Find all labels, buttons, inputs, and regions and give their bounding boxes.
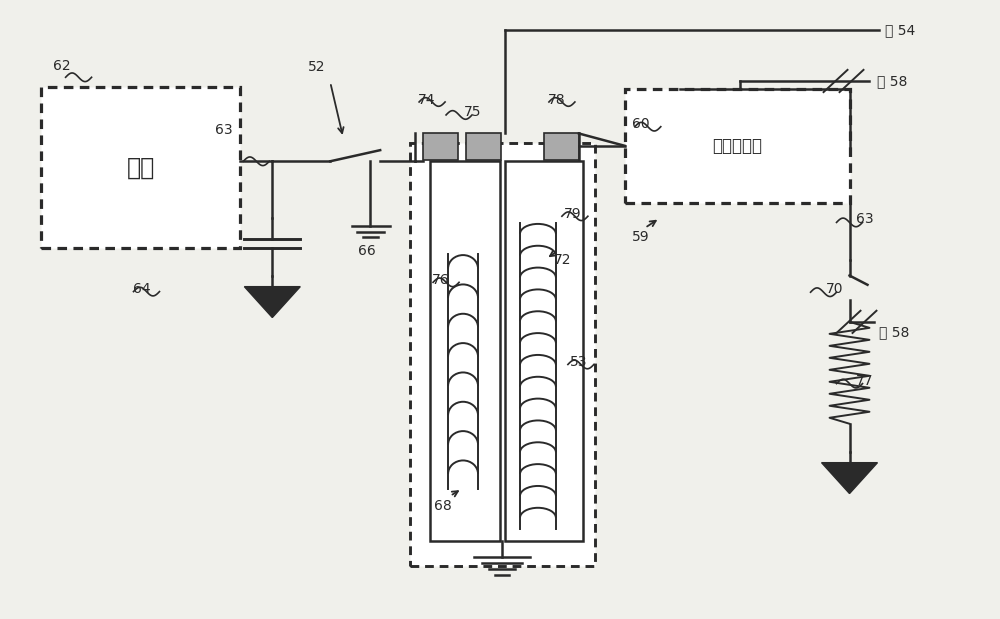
Text: 74: 74 xyxy=(418,92,436,106)
Text: 64: 64 xyxy=(133,282,150,296)
Text: 63: 63 xyxy=(215,123,233,137)
Text: 78: 78 xyxy=(548,92,566,106)
Text: 68: 68 xyxy=(434,499,452,513)
Text: 52: 52 xyxy=(308,61,326,74)
FancyBboxPatch shape xyxy=(41,87,240,248)
Text: 62: 62 xyxy=(53,59,70,72)
Text: 77: 77 xyxy=(856,373,873,387)
FancyBboxPatch shape xyxy=(466,134,501,160)
Text: 53: 53 xyxy=(570,355,587,369)
Text: 59: 59 xyxy=(632,230,649,244)
FancyBboxPatch shape xyxy=(423,134,458,160)
Text: 至 54: 至 54 xyxy=(885,24,916,37)
FancyBboxPatch shape xyxy=(410,143,595,566)
Text: 电源: 电源 xyxy=(126,155,155,180)
Text: 76: 76 xyxy=(432,273,450,287)
Text: 至 58: 至 58 xyxy=(879,326,910,339)
FancyBboxPatch shape xyxy=(544,134,579,160)
Text: 传感器电路: 传感器电路 xyxy=(712,137,762,155)
Text: 60: 60 xyxy=(632,117,649,131)
Text: 79: 79 xyxy=(564,207,582,221)
Text: 至 58: 至 58 xyxy=(877,74,908,88)
Text: 70: 70 xyxy=(826,282,843,296)
Polygon shape xyxy=(244,287,300,318)
FancyBboxPatch shape xyxy=(505,162,583,541)
Polygon shape xyxy=(822,462,877,493)
Text: 66: 66 xyxy=(358,245,376,259)
FancyBboxPatch shape xyxy=(430,162,500,541)
Text: 72: 72 xyxy=(554,253,571,267)
Text: 75: 75 xyxy=(464,105,482,119)
Text: 63: 63 xyxy=(856,212,873,227)
FancyBboxPatch shape xyxy=(625,89,850,203)
